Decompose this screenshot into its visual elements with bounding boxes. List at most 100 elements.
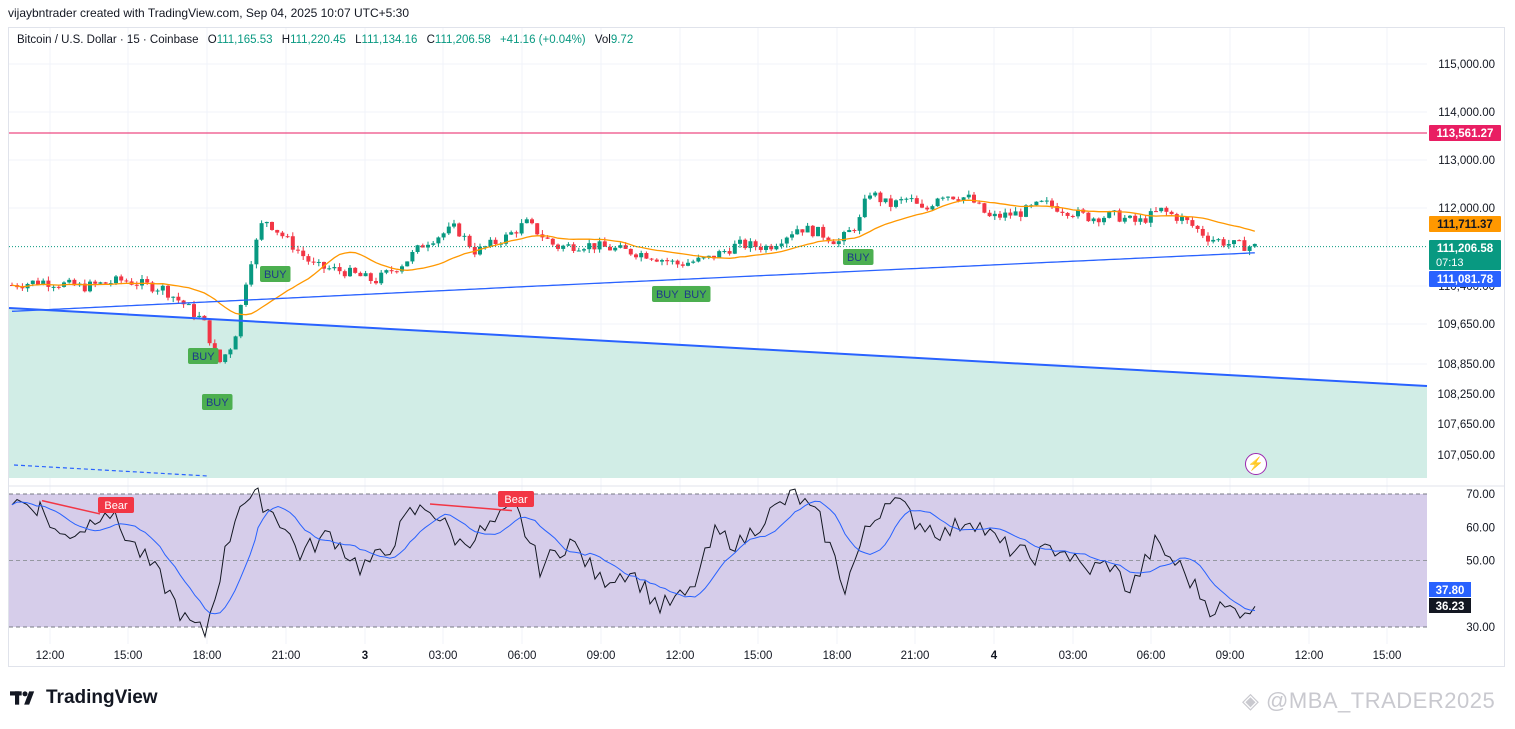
candle-body bbox=[576, 250, 581, 252]
volume-label: Vol bbox=[594, 34, 611, 46]
candle-body bbox=[452, 223, 456, 227]
candle-body bbox=[410, 251, 415, 262]
price-tick: 107,050.00 bbox=[1437, 450, 1495, 462]
candle-body bbox=[868, 195, 872, 199]
price-tick: 107,650.00 bbox=[1437, 419, 1495, 431]
last-price-tag-text: 111,206.58 bbox=[1437, 243, 1494, 255]
candle-body bbox=[946, 196, 950, 198]
candle-body bbox=[894, 200, 898, 207]
time-tick: 12:00 bbox=[666, 650, 695, 662]
rsi-series[interactable] bbox=[11, 487, 1256, 639]
symbol-title[interactable]: Bitcoin / U.S. Dollar · 15 · Coinbase bbox=[17, 34, 199, 46]
candle-body bbox=[171, 296, 176, 298]
candle-body bbox=[72, 279, 77, 286]
candle-body bbox=[665, 260, 670, 262]
candle-body bbox=[488, 239, 493, 247]
candle-body bbox=[1237, 240, 1242, 242]
candle-body bbox=[1076, 209, 1080, 217]
candle-body bbox=[353, 267, 358, 273]
candle-body bbox=[1044, 200, 1049, 202]
candle-body bbox=[197, 315, 202, 317]
dashed-trendline[interactable] bbox=[13, 464, 209, 477]
time-axis[interactable]: 12:00 15:00 18:00 21:00 3 03:00 06:00 09:00 12:0… bbox=[36, 650, 1402, 662]
candle-body bbox=[727, 251, 732, 254]
candle-body bbox=[1190, 220, 1195, 226]
candle-body bbox=[114, 276, 118, 284]
candle-body bbox=[764, 245, 768, 250]
candle-body bbox=[264, 221, 269, 224]
candle-body bbox=[1008, 212, 1013, 216]
candle-body bbox=[940, 197, 945, 199]
candle-body bbox=[176, 296, 181, 301]
candle-body bbox=[847, 230, 852, 233]
candle-body bbox=[1055, 206, 1060, 212]
rsi-axis[interactable]: 70.00 60.00 50.00 30.00 37.80 36.23 bbox=[1429, 489, 1495, 634]
candle-body bbox=[816, 226, 820, 237]
candle-body bbox=[389, 270, 394, 272]
time-tick: 15:00 bbox=[744, 650, 773, 662]
candle-body bbox=[774, 245, 779, 250]
candle-body bbox=[530, 219, 534, 224]
ma-slow-line[interactable] bbox=[11, 252, 1255, 312]
high-label: H bbox=[281, 34, 291, 46]
price-axis[interactable]: 115,000.00 114,000.00 113,000.00 112,000.00… bbox=[1429, 59, 1501, 462]
candle-body bbox=[1003, 212, 1008, 218]
candle-body bbox=[909, 198, 914, 200]
time-tick: 18:00 bbox=[193, 650, 222, 662]
watermark-text: ◈ @MBA_TRADER2025 bbox=[1242, 688, 1496, 713]
ma-fast-price-tag-text: 111,711.37 bbox=[1437, 219, 1493, 231]
candle-body bbox=[259, 223, 264, 240]
descending-trendline[interactable] bbox=[8, 307, 1428, 387]
candle-body bbox=[634, 254, 638, 258]
candle-body bbox=[608, 246, 612, 251]
tradingview-brand[interactable]: TradingView bbox=[10, 687, 158, 709]
candle-body bbox=[457, 223, 462, 237]
candle-body bbox=[972, 194, 976, 203]
time-tick: 15:00 bbox=[1373, 650, 1402, 662]
candle-body bbox=[254, 239, 259, 265]
candle-body bbox=[51, 286, 56, 288]
candle-body bbox=[790, 234, 794, 238]
candle-body bbox=[348, 267, 352, 277]
rsi-tick: 70.00 bbox=[1466, 489, 1495, 501]
ma-fast-line[interactable] bbox=[11, 199, 1256, 316]
candle-body bbox=[795, 229, 800, 235]
close-value: 111,206.58 bbox=[434, 34, 491, 46]
candle-body bbox=[1034, 201, 1039, 206]
candle-body bbox=[930, 206, 935, 210]
candle-body bbox=[140, 279, 144, 286]
candle-body bbox=[504, 234, 508, 244]
candle-body bbox=[119, 276, 124, 281]
candlestick-series[interactable] bbox=[10, 190, 1257, 364]
buy-badge-label: BUY bbox=[656, 289, 679, 301]
low-value: 111,134.16 bbox=[361, 34, 418, 46]
candle-body bbox=[1107, 211, 1112, 218]
candle-body bbox=[301, 250, 306, 257]
candle-body bbox=[956, 199, 961, 201]
candle-body bbox=[509, 232, 514, 235]
candle-body bbox=[41, 280, 46, 285]
buy-badge bbox=[680, 286, 711, 302]
candle-body bbox=[680, 264, 685, 266]
candle-body bbox=[155, 290, 160, 292]
candle-body bbox=[1226, 244, 1231, 246]
candle-body bbox=[826, 237, 831, 242]
candle-body bbox=[192, 304, 196, 317]
candle-body bbox=[400, 266, 404, 272]
candle-body bbox=[405, 261, 410, 267]
candle-body bbox=[883, 198, 888, 203]
candle-body bbox=[914, 198, 919, 204]
chart-frame bbox=[8, 27, 1505, 667]
lightning-icon[interactable]: ⚡ bbox=[1245, 453, 1267, 475]
open-label: O bbox=[207, 34, 217, 46]
rsi-tick: 60.00 bbox=[1466, 522, 1495, 534]
candle-body bbox=[30, 280, 35, 284]
candle-body bbox=[1159, 207, 1164, 212]
high-value: 111,220.45 bbox=[290, 34, 346, 46]
candle-body bbox=[738, 239, 742, 244]
candle-body bbox=[753, 241, 758, 247]
candle-body bbox=[769, 245, 774, 250]
candle-body bbox=[1221, 239, 1226, 246]
candle-body bbox=[1195, 225, 1200, 229]
